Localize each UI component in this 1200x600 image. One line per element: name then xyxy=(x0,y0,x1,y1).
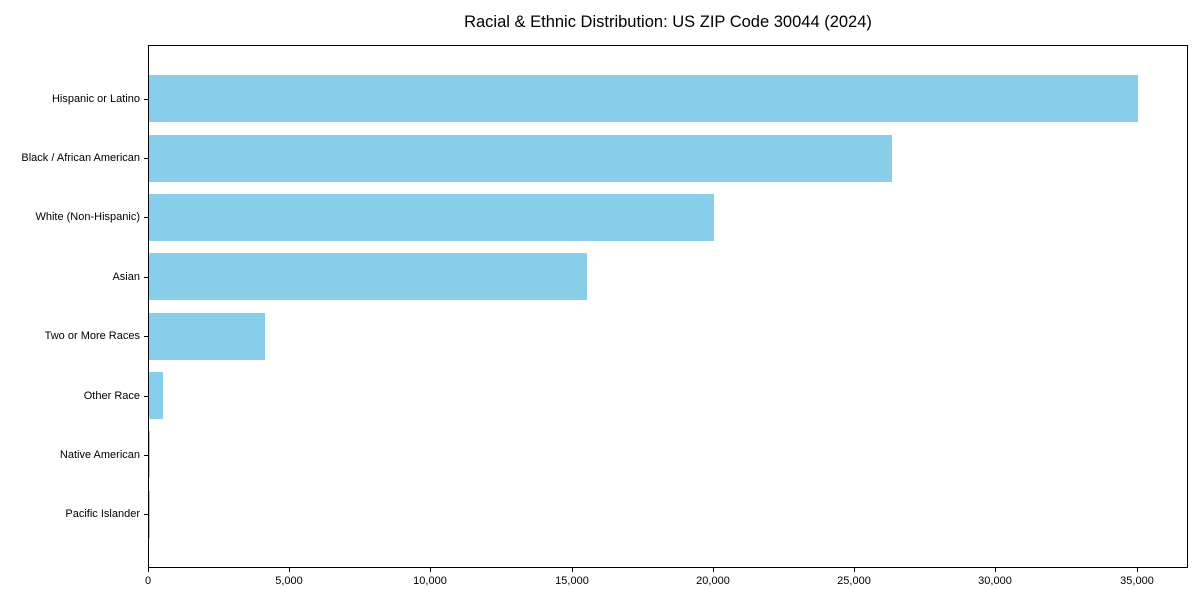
x-tick-mark xyxy=(572,568,573,572)
x-tick-label: 0 xyxy=(144,575,152,587)
y-tick-mark xyxy=(144,514,148,515)
bar-two-or-more-races xyxy=(149,312,265,360)
bar-black-african-american xyxy=(149,134,892,182)
y-tick-mark xyxy=(144,396,148,397)
x-tick-mark xyxy=(1137,568,1138,572)
x-tick-mark xyxy=(148,568,149,572)
bar-other-race xyxy=(149,372,163,420)
y-tick-mark xyxy=(144,277,148,278)
y-tick-label: Other Race xyxy=(83,390,140,402)
x-tick-mark xyxy=(713,568,714,572)
bar-native-american xyxy=(149,431,151,479)
y-tick-mark xyxy=(144,336,148,337)
y-tick-label: Native American xyxy=(59,449,140,461)
x-tick-mark xyxy=(430,568,431,572)
y-tick-mark xyxy=(144,99,148,100)
plot-area xyxy=(148,45,1188,568)
y-tick-label: Asian xyxy=(112,271,140,283)
y-tick-label: Hispanic or Latino xyxy=(51,93,140,105)
y-tick-label: Black / African American xyxy=(21,152,140,164)
x-tick-label: 25,000 xyxy=(837,575,871,587)
bar-white-non-hispanic xyxy=(149,193,714,241)
x-tick-mark xyxy=(854,568,855,572)
x-tick-mark xyxy=(289,568,290,572)
chart-title: Racial & Ethnic Distribution: US ZIP Cod… xyxy=(464,13,872,31)
y-tick-label: Pacific Islander xyxy=(65,508,140,520)
x-tick-mark xyxy=(995,568,996,572)
y-tick-mark xyxy=(144,158,148,159)
y-tick-mark xyxy=(144,217,148,218)
bar-asian xyxy=(149,253,587,301)
y-tick-mark xyxy=(144,455,148,456)
x-tick-label: 15,000 xyxy=(555,575,589,587)
x-tick-label: 5,000 xyxy=(275,575,303,587)
x-tick-label: 35,000 xyxy=(1120,575,1154,587)
x-tick-label: 10,000 xyxy=(413,575,447,587)
y-tick-label: Two or More Races xyxy=(44,330,140,342)
x-tick-label: 30,000 xyxy=(978,575,1012,587)
bar-hispanic-or-latino xyxy=(149,75,1138,123)
x-tick-label: 20,000 xyxy=(696,575,730,587)
y-tick-label: White (Non-Hispanic) xyxy=(35,211,140,223)
